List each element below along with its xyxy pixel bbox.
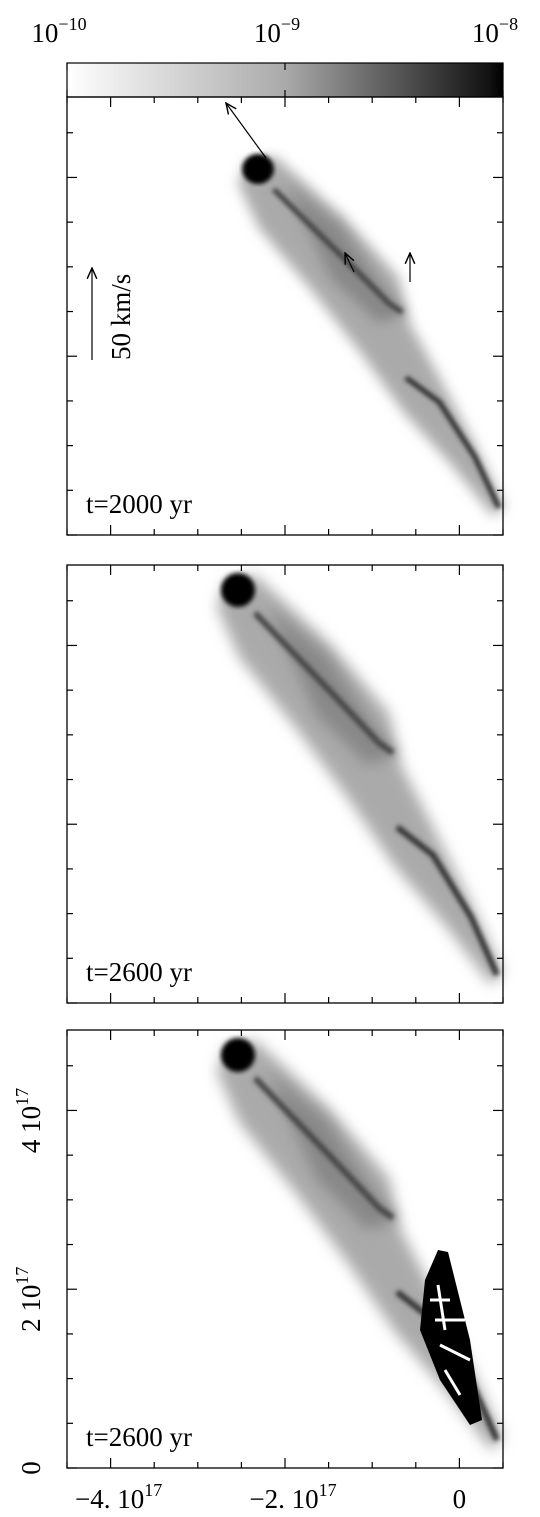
colorbar-tick-label: 10−8 — [472, 14, 518, 48]
time-label: t=2600 yr — [86, 1422, 192, 1452]
time-label: t=2600 yr — [86, 957, 192, 987]
y-tick-label: 4 1017 — [12, 1088, 46, 1153]
velocity-scale-label: 50 km/s — [106, 274, 136, 360]
x-tick-label-exponent: 17 — [144, 1480, 162, 1500]
y-tick-label: 2 1017 — [12, 1267, 46, 1332]
y-tick-label: 0 — [16, 1461, 46, 1475]
y-tick-label-exponent: 17 — [12, 1088, 32, 1106]
velocity-arrows — [92, 103, 410, 360]
colorbar-tick-label-exponent: −10 — [58, 14, 86, 34]
density-map — [239, 154, 505, 517]
x-tick-label: −2. 1017 — [249, 1480, 336, 1514]
x-tick-label: −4. 1017 — [75, 1480, 162, 1514]
y-tick-label-exponent: 17 — [12, 1267, 32, 1285]
colorbar-tick-label-exponent: −8 — [499, 14, 518, 34]
colorbar-tick-label: 10−9 — [254, 14, 300, 48]
colorbar-tick-label-exponent: −9 — [281, 14, 300, 34]
time-label: t=2000 yr — [86, 489, 192, 519]
dense-shell — [420, 1250, 482, 1425]
density-map — [217, 573, 503, 985]
x-tick-label: 0 — [453, 1484, 467, 1514]
colorbar-tick-label: 10−10 — [31, 14, 86, 48]
x-tick-label-exponent: 17 — [319, 1480, 337, 1500]
